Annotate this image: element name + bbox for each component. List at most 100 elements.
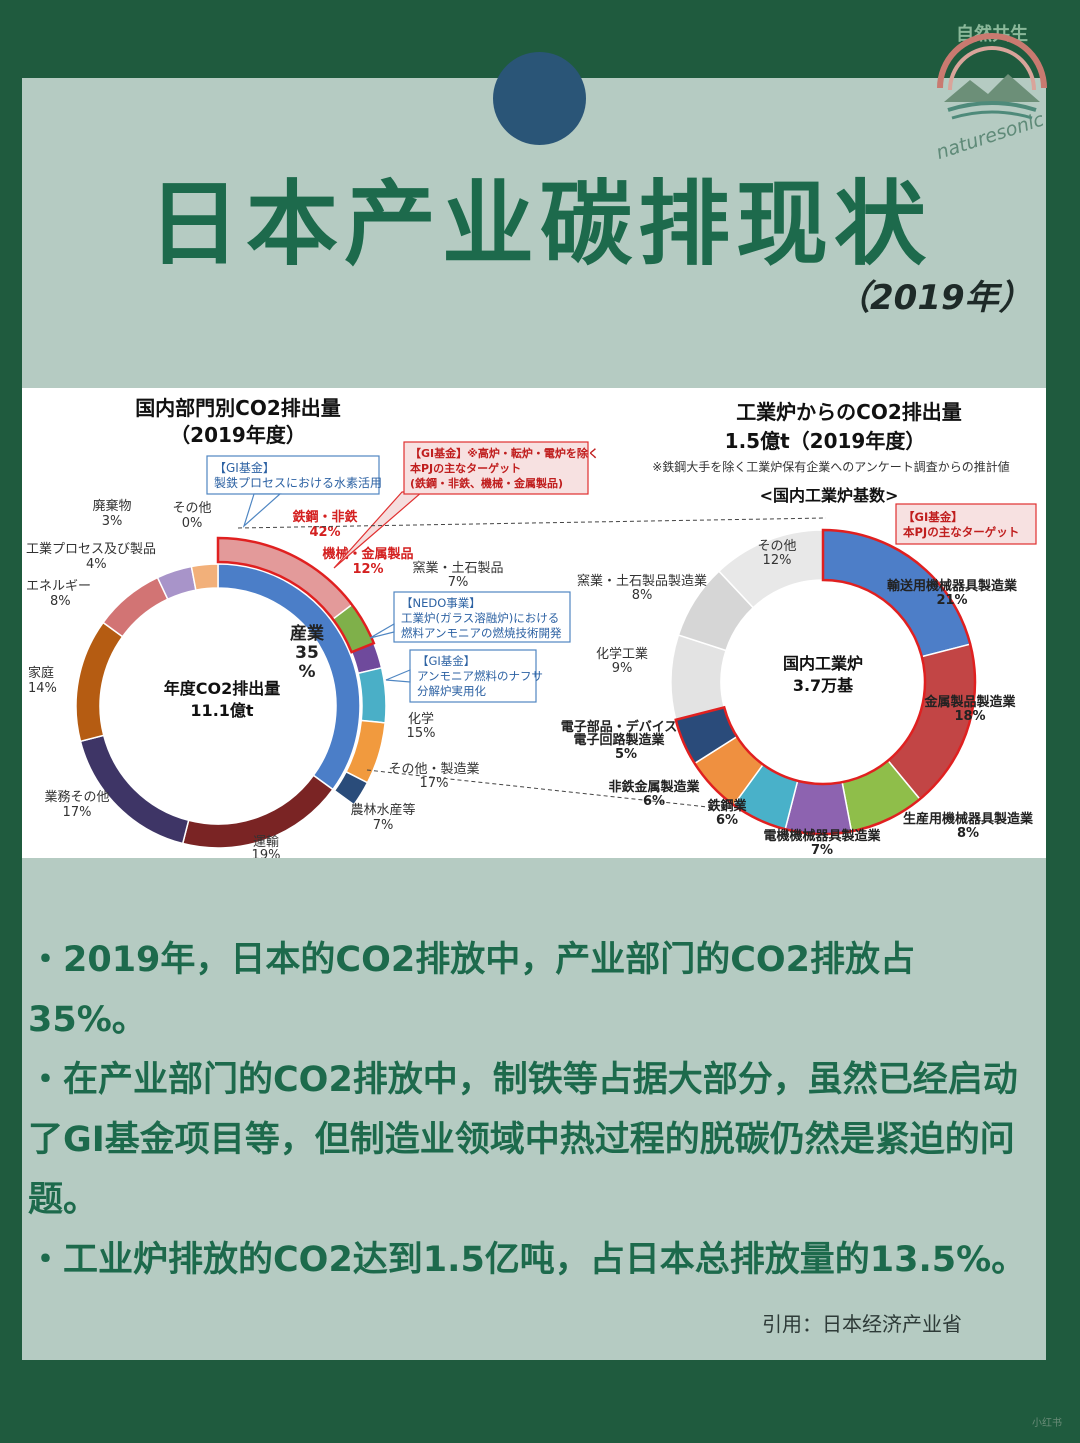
callout-gi-red: 【GI基金】※高炉・転炉・電炉を除く 本PJの主なターゲット (鉄鋼・非鉄、機械… (333, 441, 599, 569)
label-r-kinzoku: 金属製品製造業 (923, 694, 1016, 710)
left-outer-slice-3 (75, 621, 124, 743)
callout-right-2: 本PJの主なターゲット (903, 525, 1019, 539)
value-r-sonota: 12% (763, 553, 792, 568)
right-chart-subtitle: <国内工業炉基数> (760, 486, 899, 505)
left-industry-slice-5 (333, 770, 369, 806)
callout-nedo-1: 【NEDO事業】 (401, 596, 481, 610)
left-outer-slice-4 (102, 576, 169, 638)
callout-gi-red-3: (鉄鋼・非鉄、機械・金属製品) (410, 476, 563, 490)
value-r-kagaku: 9% (612, 661, 633, 676)
value-r-kinzoku: 18% (954, 709, 985, 724)
right-center-label: 国内工業炉 (783, 654, 863, 673)
left-center-value: 11.1億t (190, 701, 253, 720)
bullet-list: ・2019年，日本的CO2排放中，产业部门的CO2排放占35%。 ・在产业部门的… (28, 930, 1028, 1290)
label-r-yuso: 輸送用機械器具製造業 (887, 578, 1018, 594)
bullet-item-1: ・2019年，日本的CO2排放中，产业部门的CO2排放占35%。 (28, 940, 915, 1040)
right-highlight-outline (674, 528, 977, 836)
left-highlight-outline (216, 536, 376, 654)
value-tekko: 42% (309, 525, 340, 540)
bullet-item-3: ・工业炉排放的CO2达到1.5亿吨，占日本总排放量的13.5%。 (28, 1240, 1027, 1280)
left-industry-labels: 鉄鋼・非鉄 42% 機械・金属製品 12% 窯業・土石製品 7% 化学 15% … (292, 509, 503, 833)
label-katei: 家庭 (28, 665, 54, 681)
chart-panel: 国内部門別CO2排出量 （2019年度） 年度CO2排出量 11.1億t 廃棄物… (22, 388, 1046, 858)
left-sangyo-label: 産業 35 % (290, 623, 324, 682)
callout-nafsa-2: アンモニア燃料のナフサ (417, 669, 543, 683)
label-r-yogyo: 窯業・土石製品製造業 (577, 573, 707, 589)
charts-svg: 国内部門別CO2排出量 （2019年度） 年度CO2排出量 11.1億t 廃棄物… (26, 396, 1037, 858)
label-r-denshi1: 電子部品・デバイス (561, 719, 678, 735)
right-chart-bold-labels: 輸送用機械器具製造業 21% 金属製品製造業 18% 生産用機械器具製造業 8%… (561, 578, 1034, 858)
left-chart-year: （2019年度） (170, 423, 306, 447)
right-chart-note: ※鉄鋼大手を除く工業炉保有企業へのアンケート調査からの推計値 (652, 459, 1010, 474)
label-r-sonota: その他 (757, 539, 796, 554)
left-outer-slice-6 (190, 563, 219, 591)
value-yogyo: 7% (448, 575, 469, 590)
callout-nafsa-3: 分解炉実用化 (417, 684, 486, 698)
value-energy: 8% (50, 594, 71, 609)
value-r-denki: 7% (811, 843, 833, 858)
decorative-dot (493, 52, 586, 145)
label-r-denshi2: 電子回路製造業 (573, 732, 665, 748)
callout-right-gi: 【GI基金】 本PJの主なターゲット (895, 503, 1037, 545)
callout-nedo-3: 燃料アンモニアの燃焼技術開発 (401, 626, 562, 640)
naturesonic-logo: 自然共生 naturesonic (934, 23, 1048, 160)
label-tekko: 鉄鋼・非鉄 (292, 509, 357, 525)
left-chart-title: 国内部門別CO2排出量 (135, 396, 341, 420)
label-sangyo: 産業 (290, 623, 324, 644)
label-gyomu: 業務その他 (44, 789, 109, 805)
label-r-denki: 電機機械器具製造業 (763, 828, 881, 844)
callout-gi-red-2: 本PJの主なターゲット (410, 461, 521, 475)
value-r-tekko: 6% (716, 813, 738, 828)
label-norin: 農林水産等 (350, 802, 415, 818)
value-gyomu: 17% (63, 805, 92, 820)
connector-top (237, 517, 827, 529)
left-center-label: 年度CO2排出量 (164, 679, 280, 698)
label-sonota-seizo: その他・製造業 (388, 761, 479, 777)
callout-nedo-2: 工業炉(ガラス溶融炉)における (401, 611, 559, 625)
value-norin: 7% (373, 818, 394, 833)
label-energy: エネルギー (26, 579, 91, 594)
callout-right-1: 【GI基金】 (903, 510, 963, 524)
right-chart-title: 工業炉からのCO2排出量 (736, 400, 962, 424)
callout-gi-left-text: 製鉄プロセスにおける水素活用 (214, 475, 382, 490)
source-citation: 引用：日本经济产业省 (762, 1312, 962, 1336)
callout-nafsa-1: 【GI基金】 (417, 654, 475, 668)
callout-gi-left-title: 【GI基金】 (214, 460, 275, 475)
left-outer-labels: 廃棄物 3% その他 0% 工業プロセス及び製品 4% エネルギー 8% 家庭 … (26, 498, 280, 858)
value-kagaku: 15% (407, 726, 436, 741)
value-sangyo: 35 (295, 643, 319, 663)
label-r-kagaku: 化学工業 (596, 646, 648, 662)
right-chart-year: 1.5億t（2019年度） (725, 429, 926, 453)
callout-gi-nafsa: 【GI基金】 アンモニア燃料のナフサ 分解炉実用化 (385, 649, 543, 703)
bullet-item-2: ・在产业部门的CO2排放中，制铁等占据大部分，虽然已经启动了GI基金项目等，但制… (28, 1060, 1018, 1220)
value-r-hitetsu: 6% (643, 794, 665, 809)
page-year: （2019年） (836, 278, 1033, 318)
value-r-denshi: 5% (615, 747, 637, 762)
value-sonota-seizo: 17% (420, 776, 449, 791)
label-kagaku: 化学 (408, 711, 434, 727)
label-sonota: その他 (172, 501, 211, 516)
value-r-seisan: 8% (957, 826, 979, 841)
label-yogyo: 窯業・土石製品 (412, 560, 503, 576)
callout-gi-red-1: 【GI基金】※高炉・転炉・電炉を除く (410, 446, 599, 460)
label-kogyo: 工業プロセス及び製品 (26, 541, 156, 557)
page-title: 日本产业碳排现状 (147, 171, 932, 278)
connector-bottom (366, 769, 718, 809)
value-unyu: 19% (252, 848, 281, 858)
right-center-value: 3.7万基 (793, 676, 854, 695)
label-r-seisan: 生産用機械器具製造業 (903, 811, 1034, 827)
right-chart-labels: その他 12% 窯業・土石製品製造業 8% 化学工業 9% (577, 539, 797, 676)
label-kikai: 機械・金属製品 (322, 546, 413, 562)
value-r-yogyo: 8% (632, 588, 653, 603)
value-r-yuso: 21% (936, 593, 967, 608)
left-industry-slice-3 (357, 666, 387, 724)
value-sonota: 0% (182, 516, 203, 531)
value-haikibutsu: 3% (102, 514, 123, 529)
label-r-hitetsu: 非鉄金属製造業 (608, 779, 700, 795)
watermark: 小红书 (1032, 1418, 1062, 1429)
value-kikai: 12% (352, 562, 383, 577)
label-r-tekko: 鉄鋼業 (707, 798, 747, 814)
value-katei: 14% (28, 681, 57, 696)
value-kogyo: 4% (86, 557, 107, 572)
unit-sangyo: % (298, 662, 315, 682)
